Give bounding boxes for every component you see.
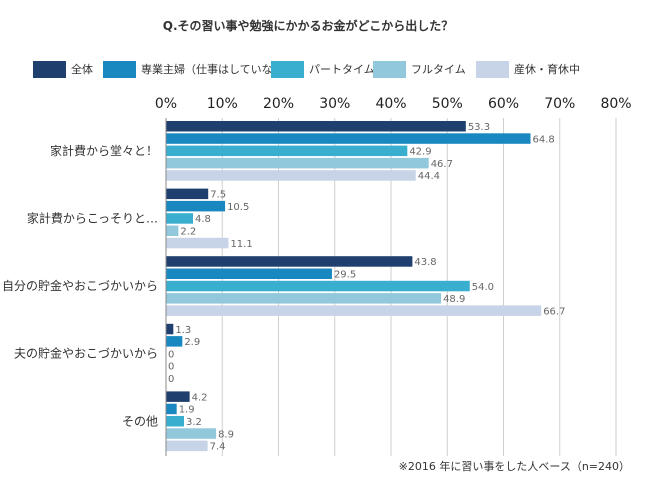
legend-item-2-label: 専業主婦（仕事はしていない） (141, 62, 295, 76)
value-label-1-5: 44.4 (418, 171, 440, 182)
bar-1-5 (166, 170, 416, 181)
category-label-5: その他 (122, 414, 158, 428)
bar-5-2 (166, 403, 177, 415)
x-tick-label-80: 80% (600, 96, 631, 112)
value-label-1-2: 64.8 (533, 134, 555, 145)
value-label-5-5: 7.4 (210, 442, 226, 453)
category-labels: 家計費から堂々と！ 家計費からこっそりと… 自分の貯金やおこづかいから夫の貯金やおこ… (2, 143, 158, 428)
value-label-3-2: 29.5 (334, 270, 356, 281)
legend-item-5-swatch (476, 61, 509, 78)
bar-5-3 (166, 416, 184, 427)
value-label-2-5: 11.1 (230, 239, 252, 250)
bar-2-1 (166, 188, 209, 200)
legend-item-1-swatch (33, 61, 66, 78)
legend-item-4-swatch (373, 61, 406, 78)
value-label-3-4: 48.9 (443, 294, 465, 305)
value-label-4-4: 0 (168, 362, 174, 373)
x-axis-tick-labels: 0% 10% 20% 30% 40% 50% 60% 70% 80% (155, 96, 632, 112)
legend-item-2-swatch (103, 61, 136, 78)
x-tick-label-10: 10% (207, 96, 238, 112)
value-label-5-1: 4.2 (192, 392, 208, 403)
value-label-5-2: 1.9 (179, 405, 195, 416)
x-tick-label-20: 20% (263, 96, 294, 112)
value-label-5-3: 3.2 (186, 417, 202, 428)
bar-5-5 (166, 440, 208, 452)
sample-note: ※2016 年に習い事をした人ベース（n=240） (399, 459, 630, 473)
value-label-1-4: 46.7 (431, 159, 453, 170)
bar-2-5 (166, 237, 229, 249)
x-tick-label-0: 0% (155, 96, 177, 112)
legend-item-1-label: 全体 (71, 62, 93, 76)
x-tick-label-60: 60% (488, 96, 519, 112)
legend-item-4-label: フルタイム (411, 63, 466, 76)
legend-item-3-swatch (271, 61, 304, 78)
value-label-1-1: 53.3 (468, 122, 490, 133)
bar-1-4 (166, 157, 429, 169)
category-label-1: 家計費から堂々と！ (50, 143, 158, 158)
bar-2-4 (166, 225, 179, 236)
bars (166, 121, 542, 452)
chart-title: Q.その習い事や勉強にかかるお金がどこから出した？ (163, 18, 453, 33)
bar-3-1 (166, 256, 413, 267)
value-label-5-4: 8.9 (218, 429, 234, 440)
bar-5-4 (166, 428, 217, 439)
value-label-3-1: 43.8 (414, 257, 436, 268)
x-tick-label-50: 50% (432, 96, 463, 112)
bar-3-3 (166, 280, 470, 292)
bar-5-1 (166, 391, 190, 402)
value-label-3-3: 54.0 (472, 282, 494, 293)
value-label-4-3: 0 (168, 349, 174, 360)
value-label-2-2: 10.5 (227, 202, 249, 213)
legend: 全体 専業主婦（仕事はしていない） パートタイム フルタイム 産休・育休中 (33, 61, 580, 78)
bar-3-5 (166, 305, 542, 316)
value-label-3-5: 66.7 (543, 306, 565, 317)
bar-1-2 (166, 133, 531, 144)
value-label-2-3: 4.8 (195, 214, 211, 225)
legend-item-5-label: 産休・育休中 (514, 62, 580, 76)
bar-1-3 (166, 145, 408, 157)
bar-3-4 (166, 293, 442, 304)
bar-2-3 (166, 213, 193, 224)
bar-1-1 (166, 121, 466, 132)
bar-4-2 (166, 336, 183, 347)
bar-3-2 (166, 268, 332, 279)
legend-item-3-label: パートタイム (309, 63, 375, 76)
x-tick-label-70: 70% (544, 96, 575, 112)
value-label-4-5: 0 (168, 374, 174, 385)
x-tick-label-30: 30% (319, 96, 350, 112)
value-label-4-1: 1.3 (175, 325, 191, 336)
category-label-2: 家計費からこっそりと… (27, 210, 158, 225)
value-label-1-3: 42.9 (409, 147, 431, 158)
value-label-2-1: 7.5 (210, 190, 226, 201)
category-label-4: 夫の貯金やおこづかいから (14, 346, 158, 361)
value-labels: 53.3 64.8 42.946.744.4 7.510.5 4.8 2.2 11.1 43.… (168, 122, 565, 453)
x-tick-label-40: 40% (375, 96, 406, 112)
bar-2-2 (166, 200, 226, 212)
bar-4-1 (166, 323, 174, 335)
category-label-3: 自分の貯金やおこづかいから (2, 278, 158, 293)
value-label-2-4: 2.2 (180, 227, 196, 238)
value-label-4-2: 2.9 (184, 337, 200, 348)
